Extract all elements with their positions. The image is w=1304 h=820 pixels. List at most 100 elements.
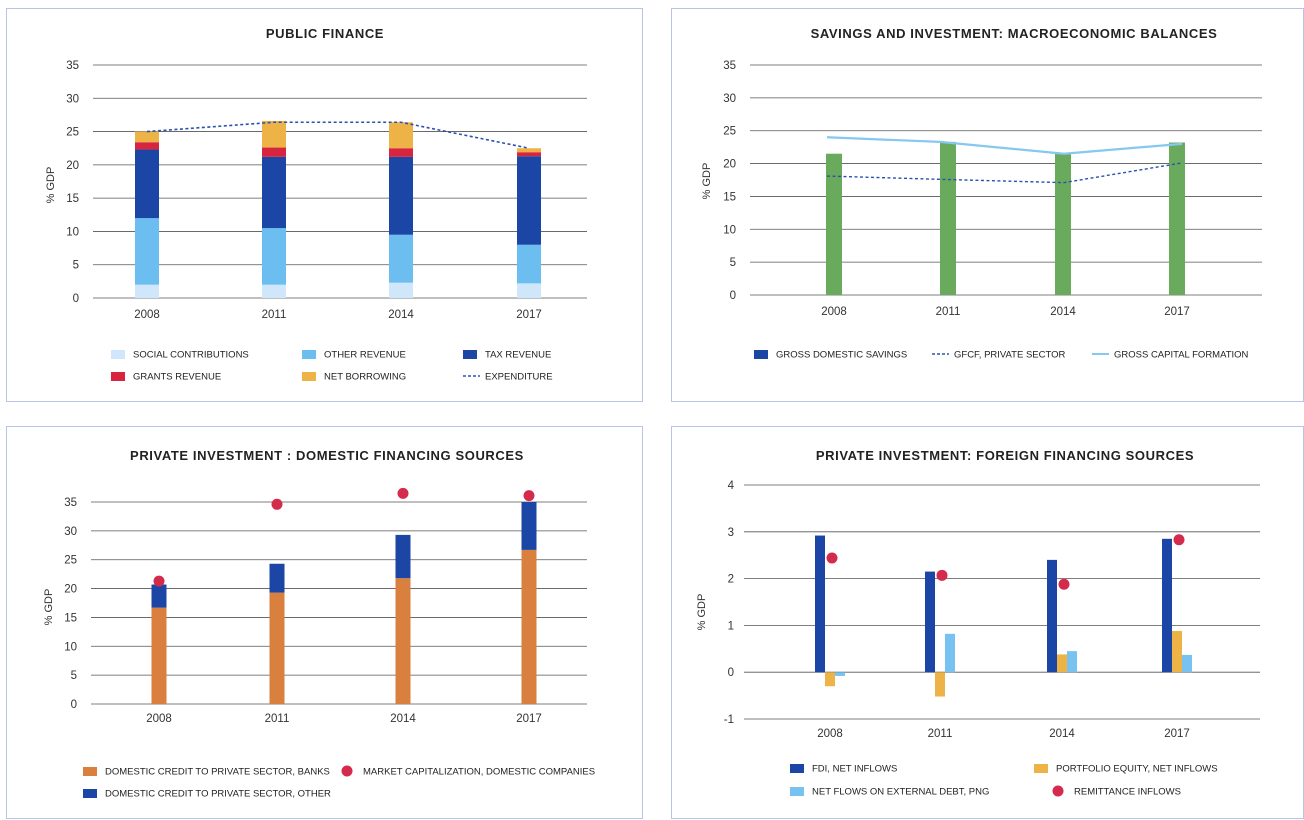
- y-tick-label: 0: [728, 667, 734, 679]
- x-tick-label: 2011: [936, 306, 961, 318]
- savings-investment-chart: SAVINGS AND INVESTMENT: MACROECONOMIC BA…: [701, 26, 1262, 361]
- grants-revenue-bar: [135, 142, 159, 150]
- social-contributions-bar: [517, 283, 541, 298]
- credit-banks-bar: [521, 549, 537, 704]
- social-contributions-bar: [135, 284, 159, 298]
- social-contributions-bar: [389, 282, 413, 298]
- y-tick-label: 35: [64, 497, 77, 509]
- legend-swatch: [111, 372, 125, 381]
- gross-domestic-savings-bar: [1055, 153, 1071, 295]
- y-tick-label: 10: [723, 224, 736, 236]
- legend-label: NET BORROWING: [324, 372, 406, 383]
- legend-label: TAX REVENUE: [485, 350, 551, 361]
- legend-swatch: [341, 765, 353, 777]
- fdi-bar: [1047, 559, 1057, 673]
- remittance-point: [1173, 534, 1185, 546]
- y-axis-label: % GDP: [45, 167, 57, 204]
- tax-revenue-bar: [389, 156, 413, 235]
- y-tick-label: 25: [723, 126, 736, 138]
- legend-label: OTHER REVENUE: [324, 350, 406, 361]
- external-debt-bar: [945, 633, 955, 673]
- other-revenue-bar: [135, 218, 159, 285]
- legend-swatch: [1034, 764, 1048, 773]
- market-cap-point: [153, 575, 165, 587]
- x-tick-label: 2008: [134, 309, 160, 321]
- foreign-financing-chart: PRIVATE INVESTMENT: FOREIGN FINANCING SO…: [696, 448, 1260, 798]
- credit-other-bar: [395, 534, 411, 579]
- x-tick-label: 2017: [516, 713, 542, 725]
- x-tick-label: 2014: [390, 713, 416, 725]
- legend-swatch: [302, 350, 316, 359]
- credit-banks-bar: [269, 592, 285, 704]
- y-tick-label: 15: [64, 612, 77, 624]
- remittance-point: [936, 569, 948, 581]
- legend-label: GFCF, PRIVATE SECTOR: [954, 350, 1066, 361]
- net-borrowing-bar: [262, 120, 286, 148]
- fdi-bar: [1162, 538, 1172, 673]
- remittance-point: [1058, 578, 1070, 590]
- grants-revenue-bar: [389, 148, 413, 157]
- x-tick-label: 2008: [146, 713, 172, 725]
- credit-banks-bar: [151, 607, 167, 704]
- credit-other-bar: [151, 584, 167, 608]
- fdi-bar: [815, 535, 825, 673]
- y-tick-label: 5: [71, 670, 77, 682]
- y-tick-label: 5: [730, 257, 736, 269]
- y-tick-label: 10: [64, 641, 77, 653]
- x-tick-label: 2017: [1164, 306, 1190, 318]
- credit-other-bar: [269, 563, 285, 593]
- legend-swatch: [83, 767, 97, 776]
- chart-title: PRIVATE INVESTMENT : DOMESTIC FINANCING …: [130, 448, 524, 463]
- y-tick-label: 20: [64, 584, 77, 596]
- y-tick-label: 30: [723, 93, 736, 105]
- y-tick-label: 25: [66, 127, 79, 139]
- market-cap-point: [271, 498, 283, 510]
- x-tick-label: 2011: [262, 309, 287, 321]
- tax-revenue-bar: [517, 156, 541, 245]
- legend-swatch: [302, 372, 316, 381]
- y-axis-label: % GDP: [43, 589, 55, 626]
- tax-revenue-bar: [262, 156, 286, 229]
- chart-title: PRIVATE INVESTMENT: FOREIGN FINANCING SO…: [816, 448, 1194, 463]
- y-axis-label: % GDP: [701, 163, 713, 200]
- gross-domestic-savings-bar: [826, 153, 842, 295]
- y-tick-label: 30: [66, 93, 79, 105]
- gross-domestic-savings-bar: [1169, 142, 1185, 295]
- y-tick-label: 4: [728, 480, 735, 492]
- x-tick-label: 2011: [265, 713, 290, 725]
- legend-label: SOCIAL CONTRIBUTIONS: [133, 350, 249, 361]
- credit-banks-bar: [395, 578, 411, 704]
- x-tick-label: 2008: [817, 728, 843, 740]
- other-revenue-bar: [389, 234, 413, 283]
- other-revenue-bar: [262, 228, 286, 285]
- x-tick-label: 2014: [1050, 306, 1076, 318]
- series-line: [826, 136, 1183, 155]
- y-tick-label: 35: [66, 60, 79, 72]
- chart-title: PUBLIC FINANCE: [266, 26, 384, 41]
- x-tick-label: 2017: [516, 309, 542, 321]
- x-tick-label: 2017: [1164, 728, 1190, 740]
- series-line: [826, 162, 1183, 184]
- legend-label: DOMESTIC CREDIT TO PRIVATE SECTOR, BANKS: [105, 767, 330, 778]
- legend-label: GROSS DOMESTIC SAVINGS: [776, 350, 907, 361]
- market-cap-point: [397, 487, 409, 499]
- chart-panel-public-finance: PUBLIC FINANCE 0 5 10 15 20 25 30 35 2008 2011 201…: [6, 8, 643, 402]
- domestic-financing-chart: PRIVATE INVESTMENT : DOMESTIC FINANCING …: [43, 448, 595, 800]
- y-tick-label: 30: [64, 526, 77, 538]
- tax-revenue-bar: [135, 149, 159, 219]
- x-tick-label: 2014: [388, 309, 414, 321]
- grants-revenue-bar: [517, 152, 541, 157]
- chart-title: SAVINGS AND INVESTMENT: MACROECONOMIC BA…: [811, 26, 1218, 41]
- chart-panel-foreign-financing: PRIVATE INVESTMENT: FOREIGN FINANCING SO…: [671, 426, 1304, 819]
- portfolio-equity-bar: [825, 672, 835, 687]
- legend-label: PORTFOLIO EQUITY, NET INFLOWS: [1056, 764, 1218, 775]
- y-tick-label: 0: [73, 293, 79, 305]
- legend-swatch: [463, 350, 477, 359]
- market-cap-point: [523, 490, 535, 502]
- gross-domestic-savings-bar: [940, 141, 956, 295]
- y-axis-label: % GDP: [696, 594, 708, 631]
- portfolio-equity-bar: [1057, 654, 1067, 673]
- y-tick-label: 0: [730, 290, 736, 302]
- legend-label: MARKET CAPITALIZATION, DOMESTIC COMPANIE…: [363, 767, 595, 778]
- y-tick-label: 35: [723, 60, 736, 72]
